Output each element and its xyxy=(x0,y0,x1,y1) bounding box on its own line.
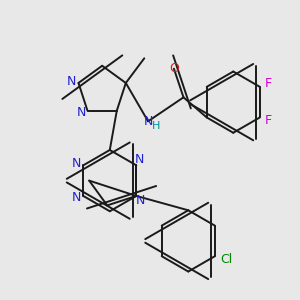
Text: F: F xyxy=(265,77,272,91)
Text: Cl: Cl xyxy=(220,253,232,266)
Text: H: H xyxy=(152,122,160,131)
Text: N: N xyxy=(134,153,144,166)
Text: N: N xyxy=(71,191,81,204)
Text: N: N xyxy=(67,75,76,88)
Text: N: N xyxy=(77,106,86,119)
Text: O: O xyxy=(169,62,179,75)
Text: N: N xyxy=(143,115,153,128)
Text: N: N xyxy=(71,158,81,170)
Text: N: N xyxy=(136,194,145,207)
Text: F: F xyxy=(265,114,272,127)
